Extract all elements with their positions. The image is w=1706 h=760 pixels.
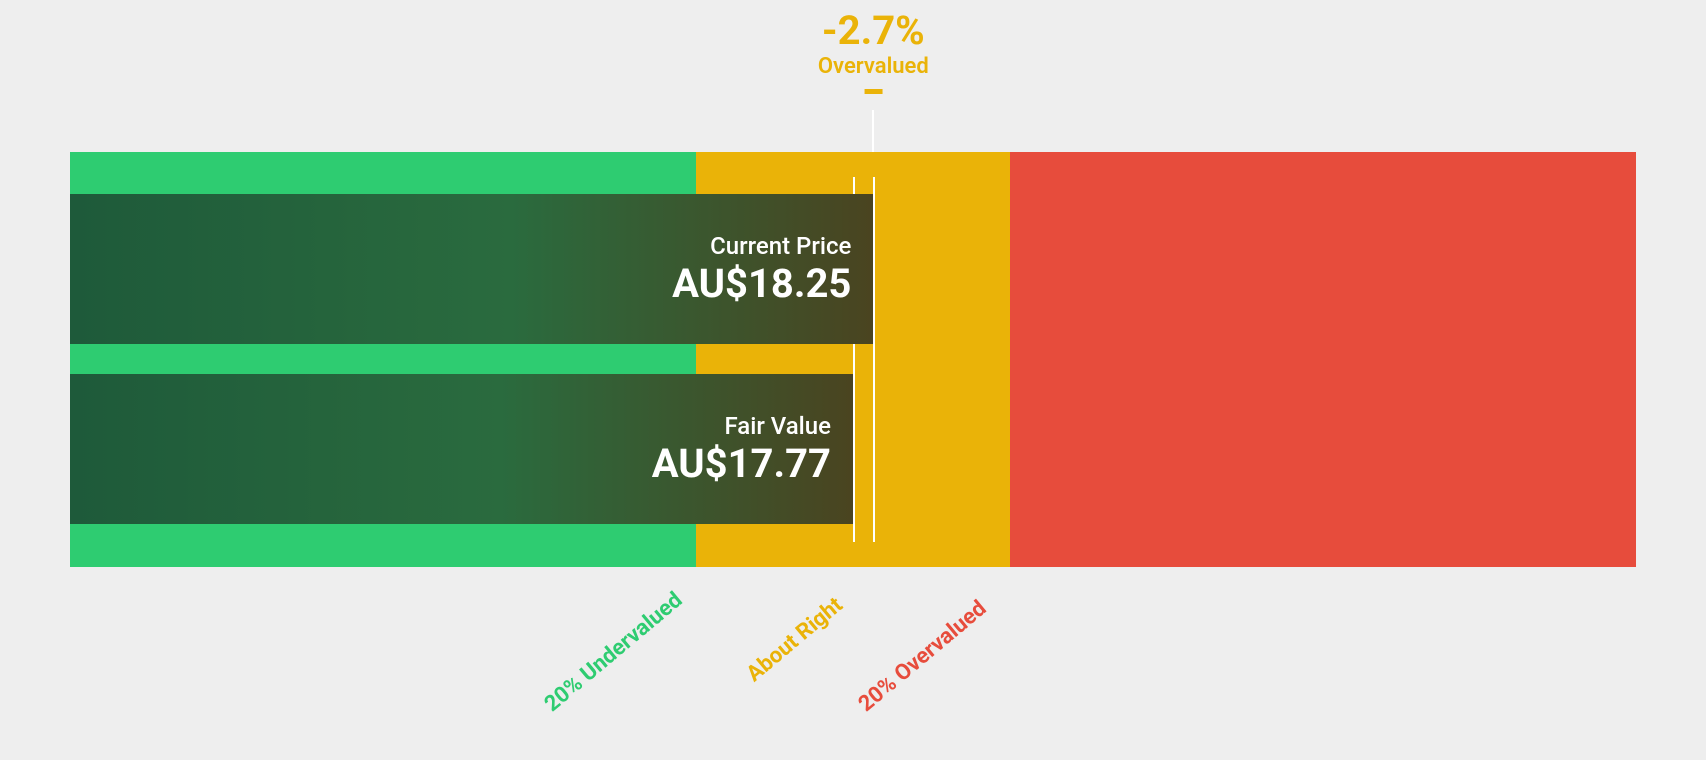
current-price-value: AU$18.25 xyxy=(672,264,851,304)
fair-value-label: Fair Value xyxy=(724,414,831,438)
fair-value-value: AU$17.77 xyxy=(652,444,831,484)
valuation-chart: Current Price AU$18.25 Fair Value AU$17.… xyxy=(70,152,1636,567)
valuation-percent: -2.7% xyxy=(818,10,929,52)
axis-label-overvalued: 20% Overvalued xyxy=(854,596,991,717)
valuation-label: Overvalued xyxy=(818,54,929,79)
current-price-bar: Current Price AU$18.25 xyxy=(70,194,1636,344)
axis-label-undervalued: 20% Undervalued xyxy=(540,588,687,717)
valuation-annotation: -2.7% Overvalued xyxy=(818,10,929,94)
valuation-tick xyxy=(864,89,882,94)
axis-label-about-right: About Right xyxy=(742,593,848,687)
fair-value-bar: Fair Value AU$17.77 xyxy=(70,374,1636,524)
current-price-label: Current Price xyxy=(710,234,851,258)
